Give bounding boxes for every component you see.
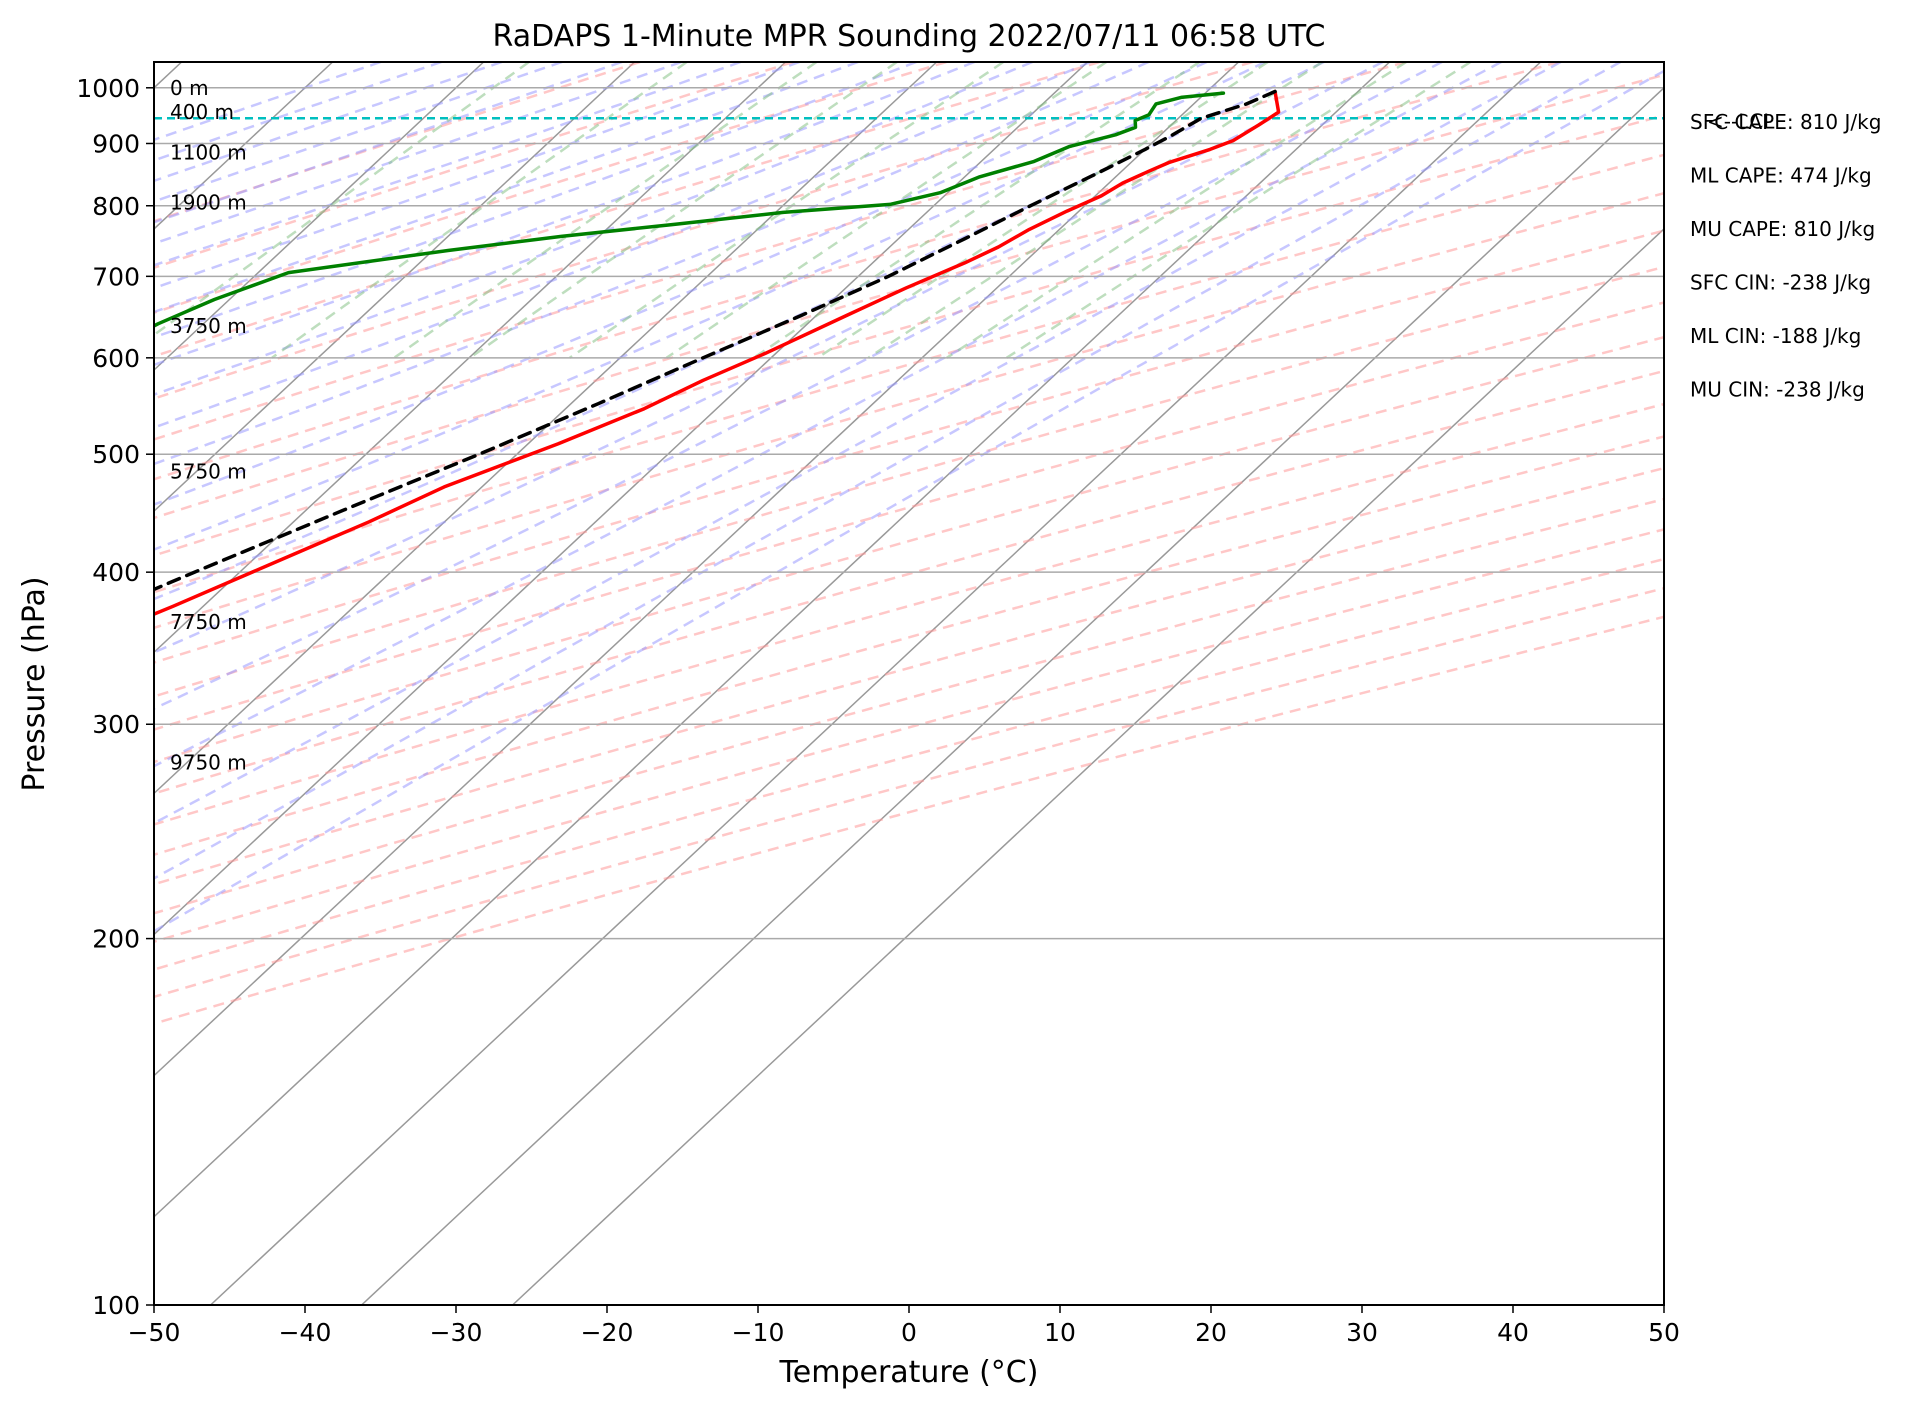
dry-adiabat-line (154, 615, 1664, 1025)
x-tick-label: 0 (901, 1318, 917, 1347)
mixing-ratio-line (946, 62, 1407, 359)
isotherm-line (154, 62, 1240, 1077)
y-axis-title: Pressure (hPa) (17, 576, 52, 791)
isotherm-line (154, 62, 938, 795)
y-tick-label: 1000 (76, 74, 140, 103)
grid-lines (154, 87, 1664, 1305)
x-axis-title: Temperature (°C) (779, 1355, 1039, 1390)
y-tick-label: 400 (92, 558, 140, 587)
dry-adiabat-line (154, 191, 1664, 630)
x-tick-label: −30 (430, 1318, 483, 1347)
mixing-ratio-line (665, 62, 1108, 359)
dry-adiabat-line (154, 62, 1253, 400)
moist-adiabat-line (154, 62, 1621, 880)
chart-title: RaDAPS 1-Minute MPR Sounding 2022/07/11 … (493, 19, 1326, 54)
y-tick-label: 800 (92, 192, 140, 221)
height-label: 0 m (170, 76, 209, 100)
dry-adiabat-line (154, 557, 1664, 971)
dry-adiabat-line (154, 335, 1664, 764)
moist-adiabat-line (154, 62, 1091, 429)
mixing-ratio-line (393, 62, 818, 359)
moist-adiabat-line (154, 62, 1208, 506)
x-tick-label: −40 (279, 1318, 332, 1347)
stability-annotation: SFC CIN: -238 J/kg (1690, 271, 1871, 295)
x-tick-label: 10 (1044, 1318, 1076, 1347)
moist-adiabat-line (154, 62, 742, 267)
stability-annotation: SFC CAPE: 810 J/kg (1690, 110, 1881, 134)
moist-adiabat-line (154, 62, 1150, 466)
moist-adiabat-line (154, 62, 975, 367)
y-tick-label: 300 (92, 710, 140, 739)
y-tick-label: 500 (92, 440, 140, 469)
dry-adiabat-line (154, 435, 1664, 856)
isotherm-line (210, 62, 1542, 1305)
mixing-ratio-line (1005, 62, 1472, 359)
moist-adiabat-line (154, 62, 1266, 551)
x-tick-label: 40 (1497, 1318, 1529, 1347)
mixing-ratio-line (569, 62, 1005, 359)
stability-annotation: MU CIN: -238 J/kg (1690, 378, 1865, 402)
height-labels: 9750 m 7750 m 5750 m 3750 m 1900 m 1100 m 400 … (170, 76, 247, 775)
moist-adiabat-line (154, 62, 1562, 825)
isotherm-line (154, 62, 485, 372)
isotherm-line (512, 227, 1664, 1305)
stability-annotation: ML CAPE: 474 J/kg (1690, 164, 1872, 188)
mixing-ratio-line (469, 62, 898, 359)
height-label: 1900 m (170, 190, 247, 214)
mixing-ratio-line (753, 62, 1201, 359)
dry-adiabat-line (154, 73, 1664, 520)
stability-annotation: MU CAPE: 810 J/kg (1690, 217, 1875, 241)
dry-adiabat-line (154, 528, 1664, 943)
dry-adiabat-line (154, 114, 1664, 557)
moist-adiabat-line (154, 62, 1443, 710)
y-tick-label: 100 (92, 1291, 140, 1320)
height-label: 3750 m (170, 314, 247, 338)
dry-adiabat-line (154, 402, 1664, 826)
isotherm-line (154, 62, 1089, 936)
x-tick-label: −10 (732, 1318, 785, 1347)
lcl-label: <--LCL (1707, 109, 1775, 133)
height-label: 9750 m (170, 751, 247, 775)
background-lines (154, 62, 1664, 1305)
y-tick-label: 600 (92, 344, 140, 373)
x-tick-label: 20 (1195, 1318, 1227, 1347)
dry-adiabat-line (154, 62, 947, 315)
y-tick-label: 200 (92, 925, 140, 954)
dry-adiabat-line (154, 62, 641, 223)
isotherm-line (361, 86, 1664, 1305)
series-lines (154, 89, 1281, 616)
mixing-ratio-line (867, 62, 1323, 359)
isotherm-line (154, 62, 787, 654)
x-tick-label: −20 (581, 1318, 634, 1347)
height-label: 7750 m (170, 610, 247, 634)
y-tick-label: 700 (92, 262, 140, 291)
stability-annotation: ML CIN: -188 J/kg (1690, 324, 1861, 348)
x-tick-label: 30 (1346, 1318, 1378, 1347)
mixing-ratio-line (271, 62, 688, 359)
x-axis-ticks: −50 −40 −30 −20 −10 0 10 20 30 40 50 (128, 1305, 1680, 1347)
height-label: 400 m (170, 100, 234, 124)
moist-adiabat-line (154, 69, 1664, 933)
dewpoint-line (154, 91, 1226, 328)
moist-adiabat-line (154, 62, 1325, 601)
dry-adiabat-line (154, 62, 1406, 441)
isotherm-line (154, 62, 636, 513)
x-tick-label: −50 (128, 1318, 181, 1347)
temperature-line (154, 89, 1281, 616)
height-label: 1100 m (170, 140, 247, 164)
y-tick-label: 900 (92, 129, 140, 158)
dry-adiabat-line (154, 153, 1664, 594)
y-axis-ticks: 1000 900 800 700 600 500 400 300 200 100 (76, 74, 154, 1320)
dry-adiabat-line (154, 301, 1664, 731)
parcel-profile-line (154, 89, 1277, 592)
mixing-ratio-line (154, 62, 530, 337)
height-label: 5750 m (170, 459, 247, 483)
isotherm-line (154, 62, 1391, 1218)
x-tick-label: 50 (1648, 1318, 1680, 1347)
dry-adiabat-line (154, 62, 1560, 481)
moist-adiabat-line (154, 62, 1502, 768)
moist-adiabat-line (154, 62, 800, 290)
